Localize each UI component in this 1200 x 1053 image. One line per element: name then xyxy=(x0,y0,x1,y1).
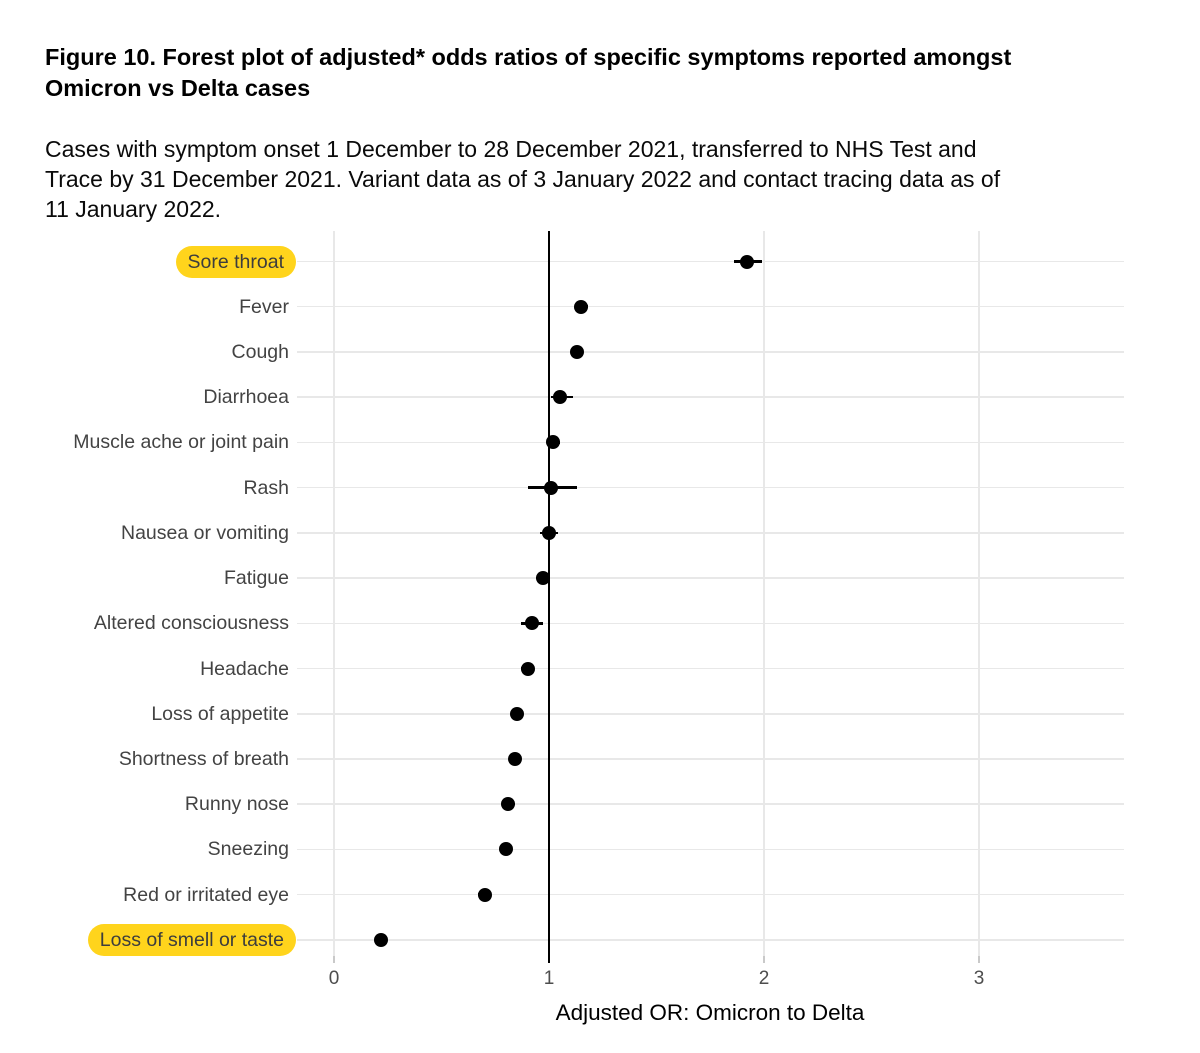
x-gridline xyxy=(333,231,335,956)
row-label: Altered consciousness xyxy=(93,612,289,635)
data-point xyxy=(477,887,492,902)
highlight-pill: Loss of smell or taste xyxy=(87,923,296,956)
y-gridline xyxy=(297,486,1124,489)
y-gridline xyxy=(297,396,1124,398)
x-gridline xyxy=(763,231,765,956)
y-gridline xyxy=(297,803,1124,805)
data-point xyxy=(535,571,550,586)
y-gridline xyxy=(297,305,1124,308)
row-label: Sneezing xyxy=(207,838,289,861)
y-gridline xyxy=(297,260,1124,263)
row-label: Rash xyxy=(243,476,289,499)
y-gridline xyxy=(297,622,1124,625)
y-gridline xyxy=(297,758,1124,760)
row-label: Diarrhoea xyxy=(203,386,289,409)
highlight-pill: Sore throat xyxy=(175,245,296,278)
data-point xyxy=(520,661,535,676)
x-tick-label: 3 xyxy=(973,968,985,989)
y-gridline xyxy=(297,893,1124,896)
row-label: Shortness of breath xyxy=(118,747,289,770)
data-point xyxy=(574,299,589,314)
data-point xyxy=(546,435,561,450)
row-label: Runny nose xyxy=(184,793,289,816)
y-gridline xyxy=(297,532,1124,534)
row-label: Muscle ache or joint pain xyxy=(73,431,289,454)
x-axis-title: Adjusted OR: Omicron to Delta xyxy=(555,1000,865,1025)
figure-subtitle-line-3: 11 January 2022. xyxy=(45,196,222,222)
row-label: Loss of smell or taste xyxy=(0,923,296,956)
row-label: Fatigue xyxy=(223,567,289,590)
figure-title: Figure 10. Forest plot of adjusted* odds… xyxy=(45,42,1145,104)
figure-subtitle-line-2: Trace by 31 December 2021. Variant data … xyxy=(45,166,1001,192)
y-gridline xyxy=(297,939,1124,941)
y-gridline xyxy=(297,667,1124,670)
x-tick-label: 1 xyxy=(543,968,555,989)
figure-title-line-1: Figure 10. Forest plot of adjusted* odds… xyxy=(45,44,1012,70)
data-point xyxy=(552,390,567,405)
x-gridline xyxy=(978,231,980,956)
x-tick-label: 0 xyxy=(328,968,340,989)
data-point xyxy=(542,525,556,540)
figure-subtitle: Cases with symptom onset 1 December to 2… xyxy=(45,134,1155,224)
x-tick-mark xyxy=(333,956,335,963)
x-tick-mark xyxy=(763,956,765,963)
reference-line xyxy=(547,231,551,963)
data-point xyxy=(374,932,389,947)
y-gridline xyxy=(297,351,1124,353)
x-tick-mark xyxy=(978,956,980,963)
row-label: Red or irritated eye xyxy=(123,883,289,906)
data-point xyxy=(509,706,524,721)
x-tick-label: 2 xyxy=(758,968,770,989)
data-point xyxy=(499,842,513,857)
data-point xyxy=(524,616,539,631)
y-gridline xyxy=(297,713,1124,715)
row-label: Cough xyxy=(231,340,289,363)
data-point xyxy=(569,344,584,359)
data-point xyxy=(739,254,754,269)
data-point xyxy=(501,797,516,812)
row-label: Nausea or vomiting xyxy=(121,521,289,544)
row-label: Headache xyxy=(200,657,289,680)
figure-subtitle-line-1: Cases with symptom onset 1 December to 2… xyxy=(45,136,977,162)
row-label: Fever xyxy=(239,295,289,318)
row-label: Loss of appetite xyxy=(151,702,289,725)
y-gridline xyxy=(297,441,1124,444)
row-label: Sore throat xyxy=(0,245,296,278)
y-gridline xyxy=(297,577,1124,579)
figure-title-line-2: Omicron vs Delta cases xyxy=(45,75,311,101)
data-point xyxy=(544,480,559,495)
y-gridline xyxy=(297,848,1124,851)
data-point xyxy=(507,751,522,766)
